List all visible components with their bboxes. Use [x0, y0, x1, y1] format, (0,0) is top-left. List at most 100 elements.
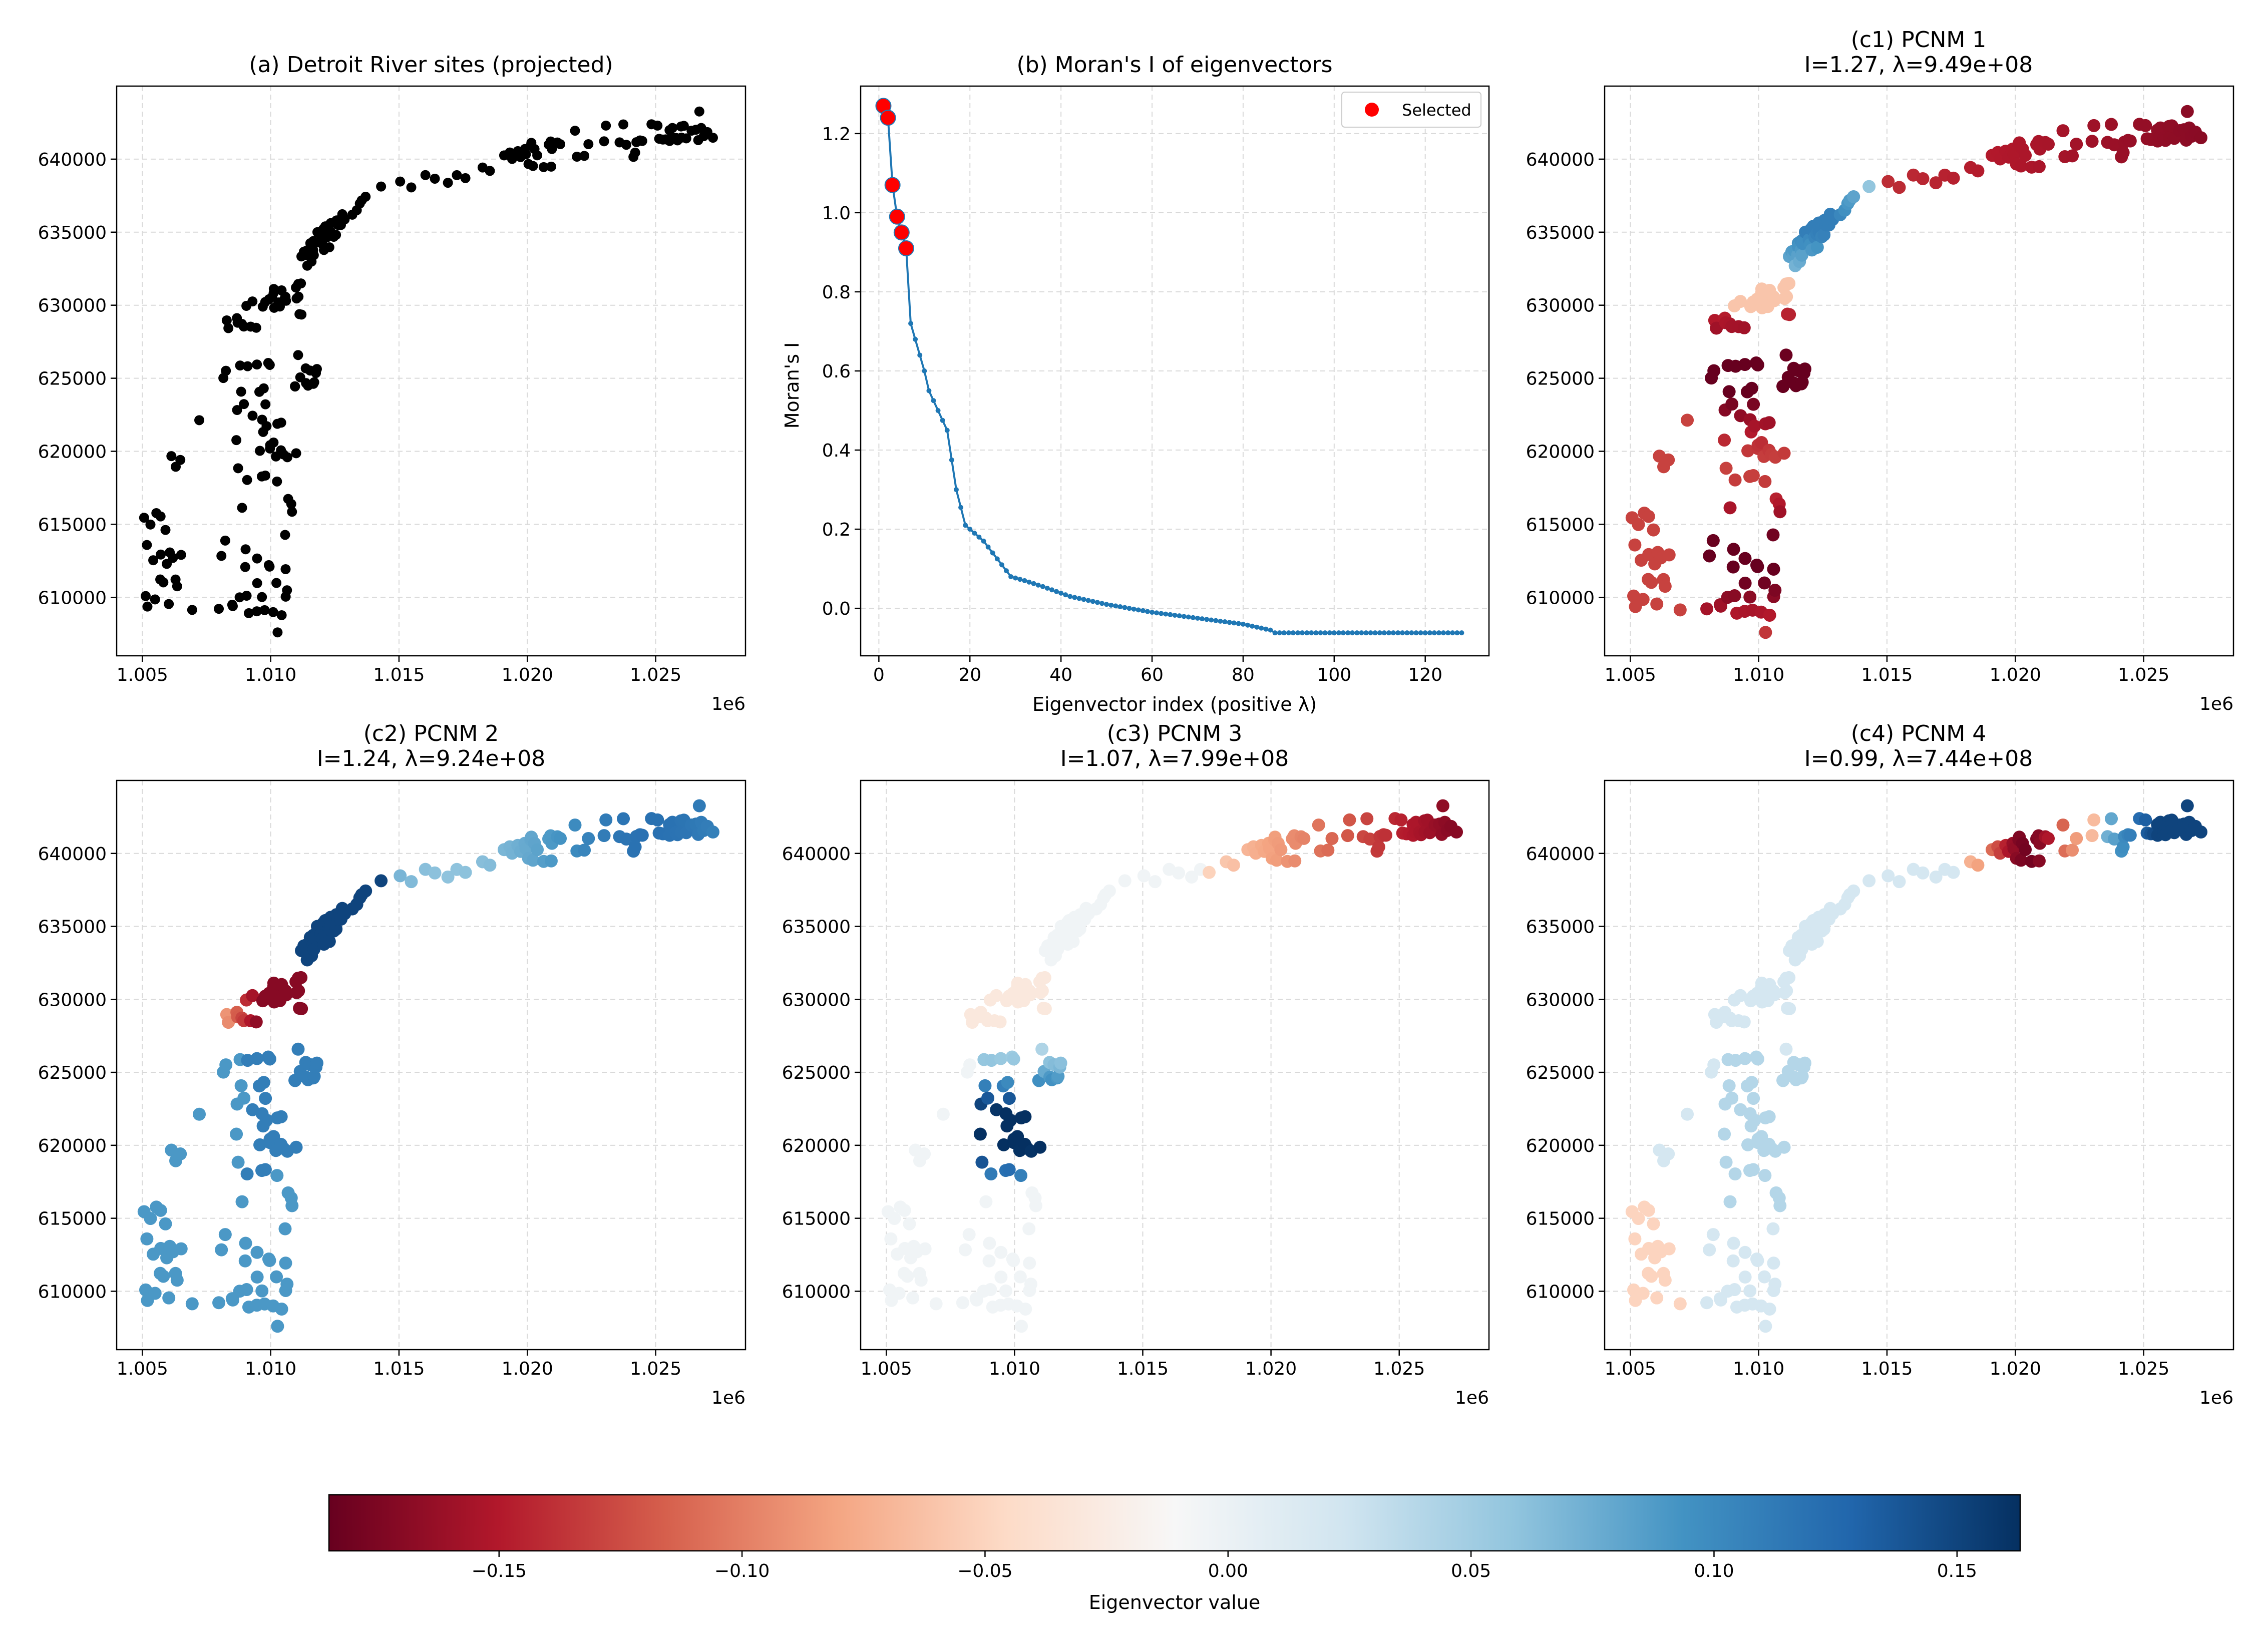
y-tick-label: 620000 — [38, 1136, 107, 1156]
panel-c4-title: (c4) PCNM 4 — [1851, 721, 1987, 746]
site-point — [599, 813, 613, 827]
selected-point — [884, 177, 901, 193]
site-point — [148, 1287, 162, 1300]
site-point — [1726, 1254, 1740, 1268]
site-point — [293, 350, 303, 360]
panel-c1-subtitle: I=1.27, λ=9.49e+08 — [1804, 52, 2033, 78]
site-point — [276, 418, 286, 428]
site-point — [1773, 1199, 1787, 1212]
site-point — [139, 513, 149, 523]
site-point — [1725, 397, 1739, 411]
site-point — [978, 1079, 992, 1092]
morans-i-point — [1195, 615, 1200, 621]
morans-i-point — [1350, 630, 1355, 636]
morans-i-point — [917, 352, 923, 358]
site-point — [2123, 134, 2137, 148]
selected-point — [889, 208, 905, 225]
site-point — [261, 421, 272, 432]
site-point — [1738, 1246, 1752, 1259]
morans-i-point — [1231, 620, 1237, 626]
site-point — [1714, 1293, 1727, 1307]
site-point — [1636, 593, 1650, 606]
site-point — [255, 1284, 269, 1298]
morans-i-point — [935, 408, 941, 414]
site-point — [1636, 1287, 1650, 1300]
site-point — [1767, 562, 1780, 576]
site-point — [221, 365, 231, 376]
site-point — [1270, 854, 1283, 867]
panel-c1-pcnm1-plot: (c1) PCNM 1 I=1.27, λ=9.49e+08 1.005 1.01… — [1526, 27, 2234, 714]
site-point — [187, 605, 197, 615]
morans-i-point — [940, 418, 945, 423]
morans-i-point — [1163, 611, 1169, 617]
site-point — [579, 151, 590, 161]
site-point — [532, 150, 543, 161]
legend-label-selected: Selected — [1402, 101, 1471, 120]
site-point — [994, 1271, 1008, 1284]
morans-i-point — [1254, 624, 1260, 630]
panel-c2-pcnm2-plot: (c2) PCNM 2 I=1.24, λ=9.24e+08 1.005 1.01… — [38, 721, 746, 1408]
site-point — [1700, 602, 1714, 616]
site-point — [1632, 1212, 1645, 1225]
site-point — [1714, 599, 1727, 613]
site-point — [331, 230, 341, 240]
site-point — [263, 1052, 276, 1066]
site-point — [1847, 190, 1860, 203]
site-point — [280, 530, 290, 540]
site-point — [1450, 825, 1463, 839]
morans-i-point — [985, 544, 991, 550]
morans-i-point — [1049, 587, 1054, 593]
morans-i-point — [1117, 604, 1123, 610]
colorbar-label: Eigenvector value — [1089, 1591, 1261, 1613]
site-point — [1004, 1113, 1017, 1127]
legend-box — [1341, 92, 1481, 128]
site-point — [1372, 840, 1385, 854]
morans-i-point — [1204, 617, 1210, 622]
site-point — [159, 1217, 172, 1230]
selected-point — [893, 224, 910, 241]
morans-i-point — [1186, 614, 1191, 620]
y-tick-label: 610000 — [1526, 588, 1595, 608]
site-point — [1073, 922, 1086, 936]
site-point — [997, 1138, 1010, 1151]
site-point — [1738, 1052, 1752, 1065]
site-point — [694, 106, 704, 117]
site-point — [144, 1212, 157, 1225]
site-point — [240, 1167, 254, 1181]
site-point — [1795, 248, 1808, 262]
site-point — [2194, 825, 2207, 839]
site-point — [260, 399, 271, 409]
site-point — [572, 152, 582, 162]
site-point — [459, 866, 472, 879]
site-point — [667, 123, 678, 133]
morans-i-point — [922, 368, 927, 373]
morans-i-point — [1058, 590, 1064, 596]
site-point — [554, 832, 567, 845]
site-point — [274, 1110, 288, 1123]
x-tick-label: 1.015 — [373, 665, 425, 685]
site-point — [485, 166, 495, 176]
site-point — [621, 140, 631, 150]
site-point — [1007, 1052, 1020, 1066]
site-point — [1759, 1320, 1772, 1333]
site-point — [982, 1254, 996, 1268]
site-point — [601, 120, 611, 131]
site-point — [310, 1056, 323, 1070]
site-point — [1726, 560, 1740, 574]
site-point — [311, 364, 322, 374]
morans-i-point — [1104, 602, 1109, 607]
x-tick-label: 1.005 — [1605, 665, 1656, 685]
site-point — [1747, 1092, 1760, 1105]
site-point — [1763, 608, 1776, 622]
site-point — [1767, 988, 1781, 1002]
site-point — [1748, 420, 1761, 433]
site-point — [956, 1296, 969, 1310]
site-point — [1628, 1232, 1642, 1246]
morans-i-point — [1436, 630, 1441, 636]
site-point — [271, 578, 282, 588]
x-offset-label: 1e6 — [1455, 1388, 1489, 1408]
site-point — [1650, 597, 1664, 611]
morans-i-point — [1236, 621, 1241, 626]
site-point — [258, 1163, 272, 1176]
site-point — [247, 410, 258, 421]
